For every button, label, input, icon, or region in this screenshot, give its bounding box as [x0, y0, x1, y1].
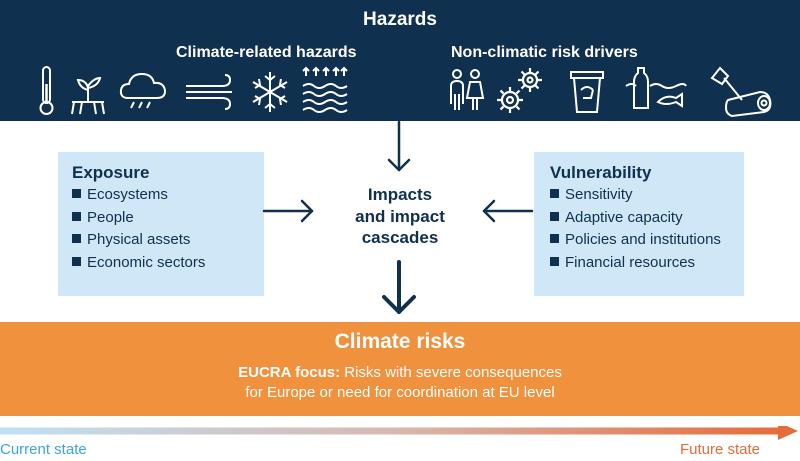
timeline-start-label: Current state [0, 441, 87, 458]
impacts-line-1: Impacts [367, 185, 433, 204]
arrow-impacts-to-risks [382, 260, 416, 314]
vulnerability-list: Sensitivity Adaptive capacity Policies a… [550, 184, 721, 274]
climate-risks-band: Climate risks EUCRA focus: Risks with se… [0, 322, 800, 416]
vulnerability-item-policies: Policies and institutions [550, 229, 721, 252]
wind-icon [186, 74, 232, 110]
climate-risks-title: Climate risks [334, 330, 466, 353]
exposure-item-people: People [72, 207, 205, 230]
drought-plant-icon [71, 76, 105, 115]
eucra-focus-line-1: Risks with severe consequences [340, 364, 562, 381]
hazards-title: Hazards [363, 9, 437, 30]
vulnerability-panel: Vulnerability Sensitivity Adaptive capac… [534, 152, 744, 296]
people-icon [450, 69, 485, 110]
hazards-banner: Hazards Climate-related hazards Non-clim… [0, 0, 800, 121]
rain-cloud-icon [119, 72, 167, 109]
timeline-end-label: Future state [679, 441, 760, 458]
vulnerability-item-financial: Financial resources [550, 252, 721, 275]
gears-icon [497, 68, 542, 113]
impacts-line-3: cascades [361, 228, 439, 247]
climate-hazards-label: Climate-related hazards [176, 44, 357, 61]
arrow-exposure-to-impacts [262, 199, 314, 223]
flood-waves-icon [302, 66, 348, 113]
arrow-hazards-to-impacts [387, 120, 411, 172]
eucra-focus-text: EUCRA focus: Risks with severe consequen… [0, 363, 800, 402]
exposure-title: Exposure [72, 163, 150, 182]
exposure-item-economic-sectors: Economic sectors [72, 252, 205, 275]
timeline-arrow [0, 426, 798, 440]
nonclimatic-drivers-label: Non-climatic risk drivers [451, 44, 638, 61]
recycle-bin-icon [570, 71, 604, 113]
eucra-focus-line-2: for Europe or need for coordination at E… [245, 383, 555, 401]
exposure-panel: Exposure Ecosystems People Physical asse… [58, 152, 264, 296]
exposure-item-ecosystems: Ecosystems [72, 184, 205, 207]
exposure-item-physical-assets: Physical assets [72, 229, 205, 252]
thermometer-icon [39, 66, 54, 115]
logging-axe-icon [710, 66, 772, 118]
hazard-icons [0, 64, 800, 118]
impacts-line-2: and impact [355, 206, 445, 226]
eucra-focus-label: EUCRA focus: [238, 364, 341, 381]
snowflake-icon [252, 72, 288, 112]
water-pollution-icon [625, 67, 687, 109]
arrow-vulnerability-to-impacts [482, 199, 534, 223]
impacts-label: Impacts and impact cascades [318, 184, 482, 249]
vulnerability-title: Vulnerability [550, 163, 652, 182]
exposure-list: Ecosystems People Physical assets Econom… [72, 184, 205, 274]
vulnerability-item-adaptive-capacity: Adaptive capacity [550, 207, 721, 230]
vulnerability-item-sensitivity: Sensitivity [550, 184, 721, 207]
